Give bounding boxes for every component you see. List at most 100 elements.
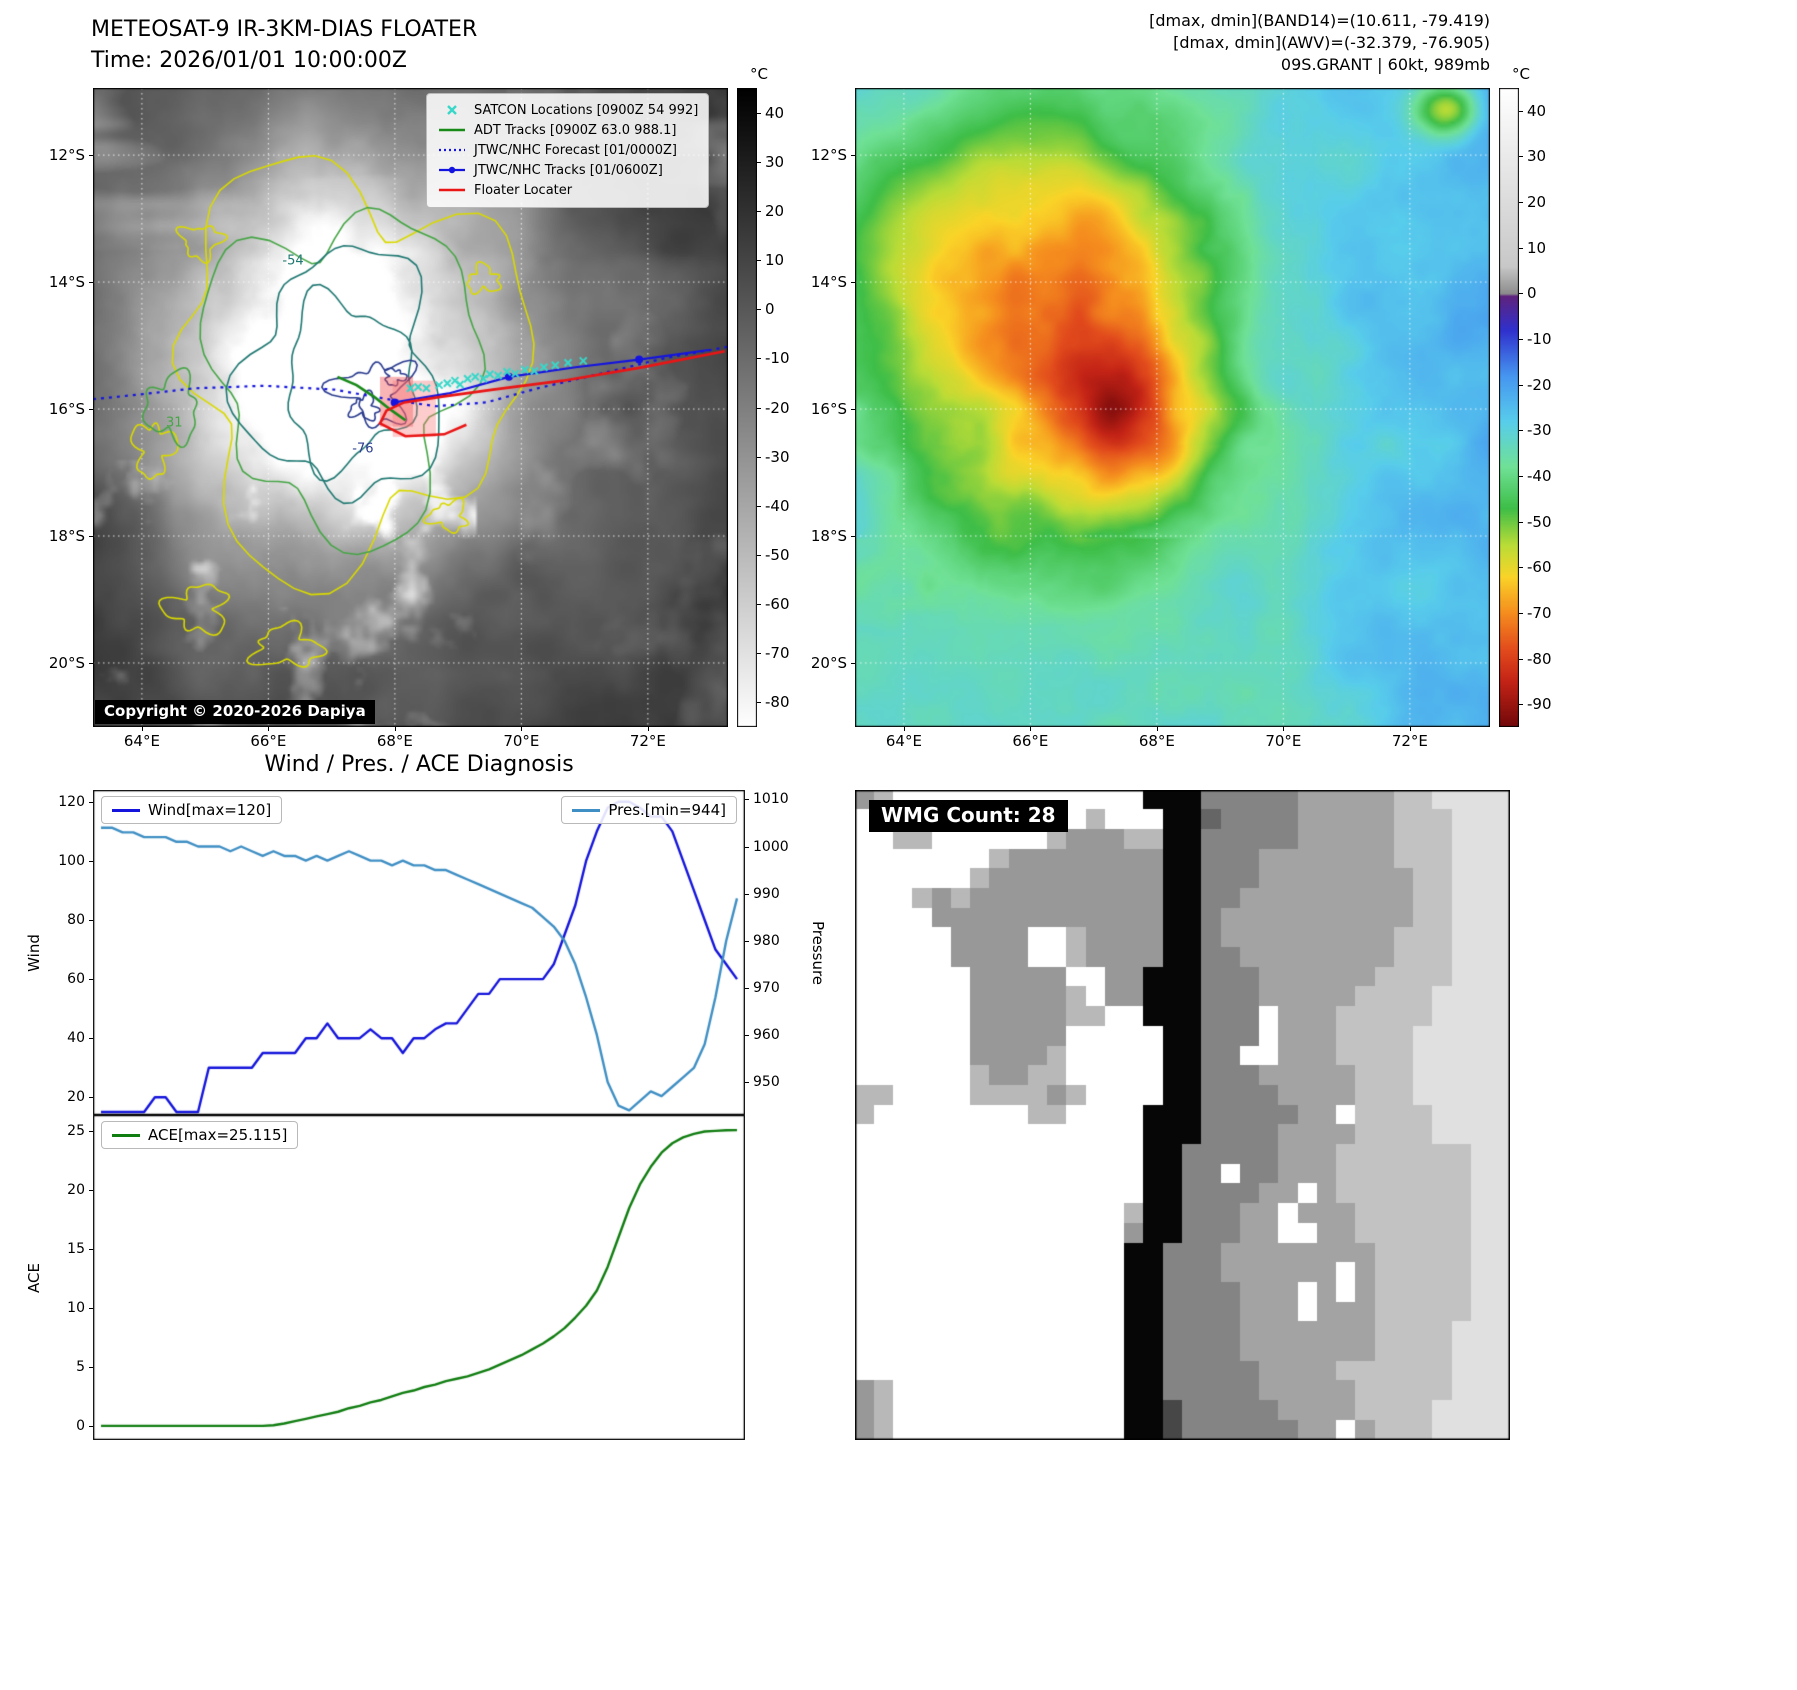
- header-line: [dmax, dmin](AWV)=(-32.379, -76.905): [1173, 33, 1490, 52]
- ace-legend: ACE[max=25.115]: [101, 1121, 299, 1149]
- pressure-legend-label: Pres.[min=944]: [608, 801, 726, 819]
- legend-label: Floater Locater: [474, 182, 573, 198]
- tick-mark: [757, 309, 761, 311]
- wmg-count-badge: WMG Count: 28: [869, 800, 1068, 832]
- tick-mark: [1519, 475, 1523, 477]
- colorbar-tick-label: 0: [1527, 284, 1537, 303]
- ace-tick-label: 0: [76, 1417, 85, 1434]
- colorbar-tick-label: -70: [1527, 603, 1552, 622]
- wind-tick-label: 20: [67, 1089, 85, 1106]
- wind-tick-label: 80: [67, 912, 85, 928]
- legend-item: Floater Locater: [437, 180, 698, 200]
- colorbar-tick-label: 40: [1527, 101, 1547, 120]
- legend-item: SATCON Locations [0900Z 54 992]: [437, 100, 698, 120]
- tick-mark: [757, 604, 761, 606]
- colorbar-tick-label: -60: [1527, 558, 1552, 577]
- tick-mark: [745, 799, 749, 801]
- pressure-tick-label: 950: [753, 1074, 780, 1091]
- contour-label: 31: [165, 415, 183, 431]
- tick-mark: [757, 161, 761, 163]
- line-dot-symbol: [437, 163, 467, 177]
- tick-mark: [851, 282, 855, 284]
- tick-mark: [89, 920, 93, 921]
- pressure-tick-label: 990: [753, 885, 780, 902]
- lon-tick-label: 66°E: [1012, 732, 1049, 750]
- tick-mark: [1519, 521, 1523, 523]
- ace-axis-label: ACE: [25, 1262, 43, 1293]
- tick-mark: [1519, 156, 1523, 158]
- tick-mark: [1519, 293, 1523, 295]
- tick-mark: [89, 1249, 93, 1251]
- ir-enhanced-satellite-map: [855, 88, 1490, 727]
- contour-label: -54: [282, 253, 304, 269]
- ir-grayscale-colorbar: [737, 88, 757, 727]
- tick-mark: [745, 846, 749, 848]
- tick-mark: [1519, 384, 1523, 386]
- tick-mark: [394, 727, 396, 731]
- colorbar-tick-label: 10: [765, 251, 785, 270]
- legend-item: ADT Tracks [0900Z 63.0 988.1]: [437, 120, 698, 140]
- marker-x-symbol: [437, 103, 467, 117]
- pressure-tick-label: 1000: [753, 838, 789, 855]
- wind-tick-label: 40: [67, 1030, 85, 1047]
- legend-item: JTWC/NHC Forecast [01/0000Z]: [437, 140, 698, 160]
- tick-mark: [141, 727, 143, 731]
- wind-axis-label: Wind: [25, 933, 43, 972]
- map-legend: SATCON Locations [0900Z 54 992] ADT Track…: [426, 93, 710, 208]
- tick-mark: [1519, 567, 1523, 569]
- lon-tick-label: 68°E: [1138, 732, 1175, 750]
- lat-tick-label: 14°S: [810, 273, 847, 292]
- tick-mark: [1519, 110, 1523, 112]
- tick-mark: [1519, 704, 1523, 706]
- pressure-tick-label: 970: [753, 979, 780, 996]
- colorbar-tick-label: -40: [1527, 466, 1552, 485]
- legend-label: JTWC/NHC Tracks [01/0600Z]: [474, 162, 663, 178]
- lat-tick-label: 14°S: [48, 273, 85, 292]
- pressure-tick-label: 960: [753, 1026, 780, 1043]
- colorbar-tick-label: -80: [765, 693, 790, 712]
- tick-mark: [757, 554, 761, 556]
- pressure-line-swatch: [572, 808, 601, 812]
- tick-mark: [89, 1038, 93, 1040]
- wind-pressure-chart: [93, 790, 745, 1115]
- legend-label: ADT Tracks [0900Z 63.0 988.1]: [474, 122, 677, 138]
- lat-tick-label: 18°S: [48, 527, 85, 545]
- colorbar-tick-label: -10: [765, 349, 790, 368]
- colorbar-tick-label: -50: [765, 545, 790, 564]
- legend-item: JTWC/NHC Tracks [01/0600Z]: [437, 160, 698, 180]
- wind-tick-label: 120: [58, 793, 85, 810]
- contour-label: -76: [352, 441, 374, 457]
- tick-mark: [1519, 658, 1523, 660]
- legend-label: SATCON Locations [0900Z 54 992]: [474, 102, 699, 118]
- tick-mark: [757, 112, 761, 114]
- tick-mark: [89, 979, 93, 981]
- colorbar-tick-label: 0: [765, 300, 775, 319]
- pressure-tick-label: 1010: [753, 791, 789, 808]
- tick-mark: [89, 409, 93, 411]
- diagnosis-title: Wind / Pres. / ACE Diagnosis: [264, 752, 574, 777]
- header-line: 09S.GRANT | 60kt, 989mb: [1280, 55, 1490, 74]
- tick-mark: [745, 987, 749, 989]
- ace-chart: [93, 1115, 745, 1440]
- tick-mark: [1156, 727, 1158, 731]
- tick-mark: [1519, 247, 1523, 249]
- colorbar-tick-label: -80: [1527, 649, 1552, 668]
- tick-mark: [851, 409, 855, 411]
- wind-legend: Wind[max=120]: [101, 796, 283, 824]
- tick-mark: [757, 505, 761, 507]
- tick-mark: [89, 282, 93, 284]
- ace-tick-label: 15: [67, 1241, 85, 1258]
- tick-mark: [89, 536, 93, 537]
- tick-mark: [89, 1131, 93, 1133]
- line-symbol: [437, 123, 467, 137]
- lat-tick-label: 12°S: [48, 146, 85, 165]
- tick-mark: [757, 210, 761, 212]
- header-line: [dmax, dmin](BAND14)=(10.611, -79.419): [1149, 11, 1490, 30]
- colorbar-tick-label: 40: [765, 103, 785, 122]
- tick-mark: [647, 727, 649, 731]
- colorbar-tick-label: -20: [1527, 375, 1552, 394]
- tick-mark: [89, 1366, 93, 1368]
- lon-tick-label: 64°E: [885, 732, 922, 750]
- wind-tick-label: 100: [58, 852, 85, 869]
- tick-mark: [89, 860, 93, 862]
